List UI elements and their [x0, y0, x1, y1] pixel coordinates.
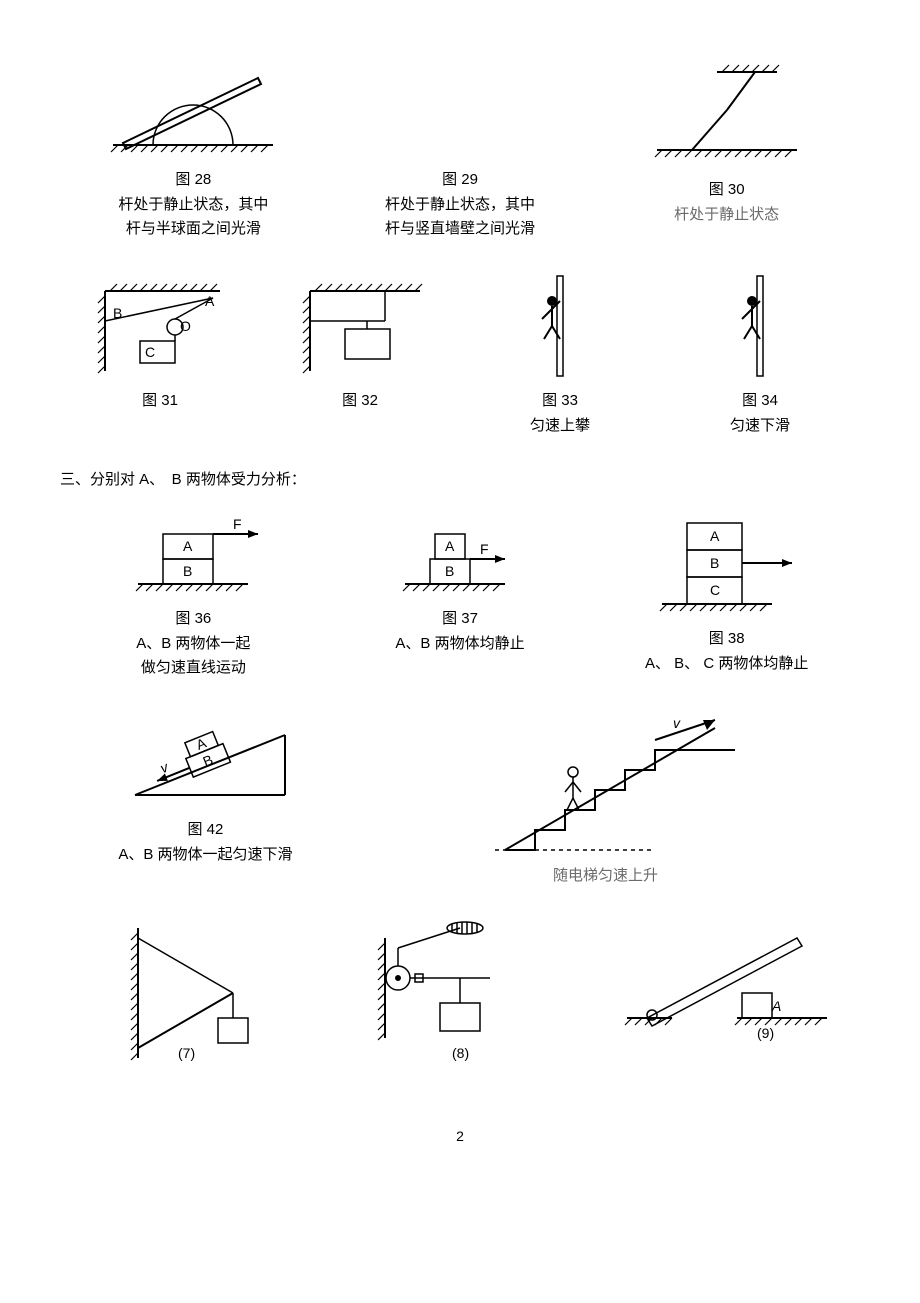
svg-text:C: C	[145, 344, 155, 360]
svg-text:B: B	[183, 563, 192, 579]
svg-text:A: A	[710, 528, 720, 544]
svg-text:C: C	[710, 582, 720, 598]
fig-37-label: 图 37	[442, 607, 478, 628]
fig-30-desc: 杆处于静止状态	[674, 203, 779, 227]
fig-escalator: v 随电梯匀速上升	[351, 710, 860, 888]
fig-9: A (9)	[593, 918, 860, 1068]
fig-34-label: 图 34	[742, 389, 778, 410]
fig-34: 图 34 匀速下滑	[660, 271, 860, 438]
row-5: (7) (8) A	[60, 918, 860, 1068]
fig-7-svg: (7)	[113, 918, 273, 1068]
svg-text:A: A	[445, 538, 455, 554]
svg-text:B: B	[710, 555, 719, 571]
row-2: A B C O 图 31 图 32 图 33 匀速上攀	[60, 271, 860, 438]
fig-32: 图 32	[260, 271, 460, 438]
fig-38-desc: A、 B、 C 两物体均静止	[645, 652, 808, 676]
svg-text:A: A	[771, 998, 781, 1014]
svg-text:A: A	[183, 538, 193, 554]
fig-33-desc: 匀速上攀	[530, 414, 590, 438]
svg-text:F: F	[233, 516, 242, 532]
fig-42-svg: A B v	[115, 710, 295, 810]
fig-33-label: 图 33	[542, 389, 578, 410]
fig-38-svg: A B C	[642, 509, 812, 619]
fig-36-svg: A B F	[118, 509, 268, 599]
fig-29-label: 图 29	[442, 168, 478, 189]
fig-38-label: 图 38	[709, 627, 745, 648]
fig-30: 图 30 杆处于静止状态	[593, 60, 860, 241]
fig-8-svg: (8)	[360, 918, 560, 1068]
fig-42: A B v 图 42 A、B 两物体一起匀速下滑	[60, 710, 351, 888]
fig-30-label: 图 30	[709, 178, 745, 199]
fig-37: A B F 图 37 A、B 两物体均静止	[327, 509, 594, 680]
section-3-heading: 三、分别对 A、 B 两物体受力分析：	[60, 468, 860, 489]
fig-36-label: 图 36	[175, 607, 211, 628]
fig-escalator-svg: v	[455, 710, 755, 860]
fig-34-desc: 匀速下滑	[730, 414, 790, 438]
svg-text:(9): (9)	[757, 1025, 774, 1041]
svg-text:F: F	[480, 541, 489, 557]
svg-text:(8): (8)	[452, 1045, 469, 1061]
svg-text:(7): (7)	[178, 1045, 195, 1061]
svg-text:v: v	[158, 758, 171, 776]
fig-32-svg	[290, 271, 430, 381]
svg-text:v: v	[673, 715, 681, 731]
fig-31-label: 图 31	[142, 389, 178, 410]
fig-31: A B C O 图 31	[60, 271, 260, 438]
svg-text:O: O	[180, 318, 191, 334]
svg-text:A: A	[205, 293, 215, 309]
fig-37-svg: A B F	[385, 509, 535, 599]
fig-28-svg	[103, 60, 283, 160]
fig-36: A B F 图 36 A、B 两物体一起 做匀速直线运动	[60, 509, 327, 680]
fig-34-svg	[730, 271, 790, 381]
fig-36-desc: A、B 两物体一起 做匀速直线运动	[136, 632, 250, 680]
fig-30-svg	[647, 60, 807, 170]
fig-37-desc: A、B 两物体均静止	[395, 632, 524, 656]
fig-32-label: 图 32	[342, 389, 378, 410]
page-number: 2	[60, 1128, 860, 1144]
row-3: A B F 图 36 A、B 两物体一起 做匀速直线运动 A B F 图 37 …	[60, 509, 860, 680]
fig-42-desc: A、B 两物体一起匀速下滑	[118, 843, 292, 867]
row-4: A B v 图 42 A、B 两物体一起匀速下滑 v 随电梯匀速上升	[60, 710, 860, 888]
fig-38: A B C 图 38 A、 B、 C 两物体均静止	[593, 509, 860, 680]
fig-29-desc: 杆处于静止状态，其中 杆与竖直墙壁之间光滑	[385, 193, 535, 241]
fig-7: (7)	[60, 918, 327, 1068]
fig-8: (8)	[327, 918, 594, 1068]
fig-9-svg: A (9)	[617, 918, 837, 1048]
svg-text:B: B	[445, 563, 454, 579]
fig-33: 图 33 匀速上攀	[460, 271, 660, 438]
fig-28-label: 图 28	[175, 168, 211, 189]
fig-29: 图 29 杆处于静止状态，其中 杆与竖直墙壁之间光滑	[327, 60, 594, 241]
fig-33-svg	[530, 271, 590, 381]
fig-escalator-desc: 随电梯匀速上升	[553, 864, 658, 888]
svg-text:B: B	[113, 305, 122, 321]
row-1: 图 28 杆处于静止状态，其中 杆与半球面之间光滑 图 29 杆处于静止状态，其…	[60, 60, 860, 241]
fig-42-label: 图 42	[188, 818, 224, 839]
fig-28: 图 28 杆处于静止状态，其中 杆与半球面之间光滑	[60, 60, 327, 241]
fig-31-svg: A B C O	[85, 271, 235, 381]
fig-28-desc: 杆处于静止状态，其中 杆与半球面之间光滑	[118, 193, 268, 241]
